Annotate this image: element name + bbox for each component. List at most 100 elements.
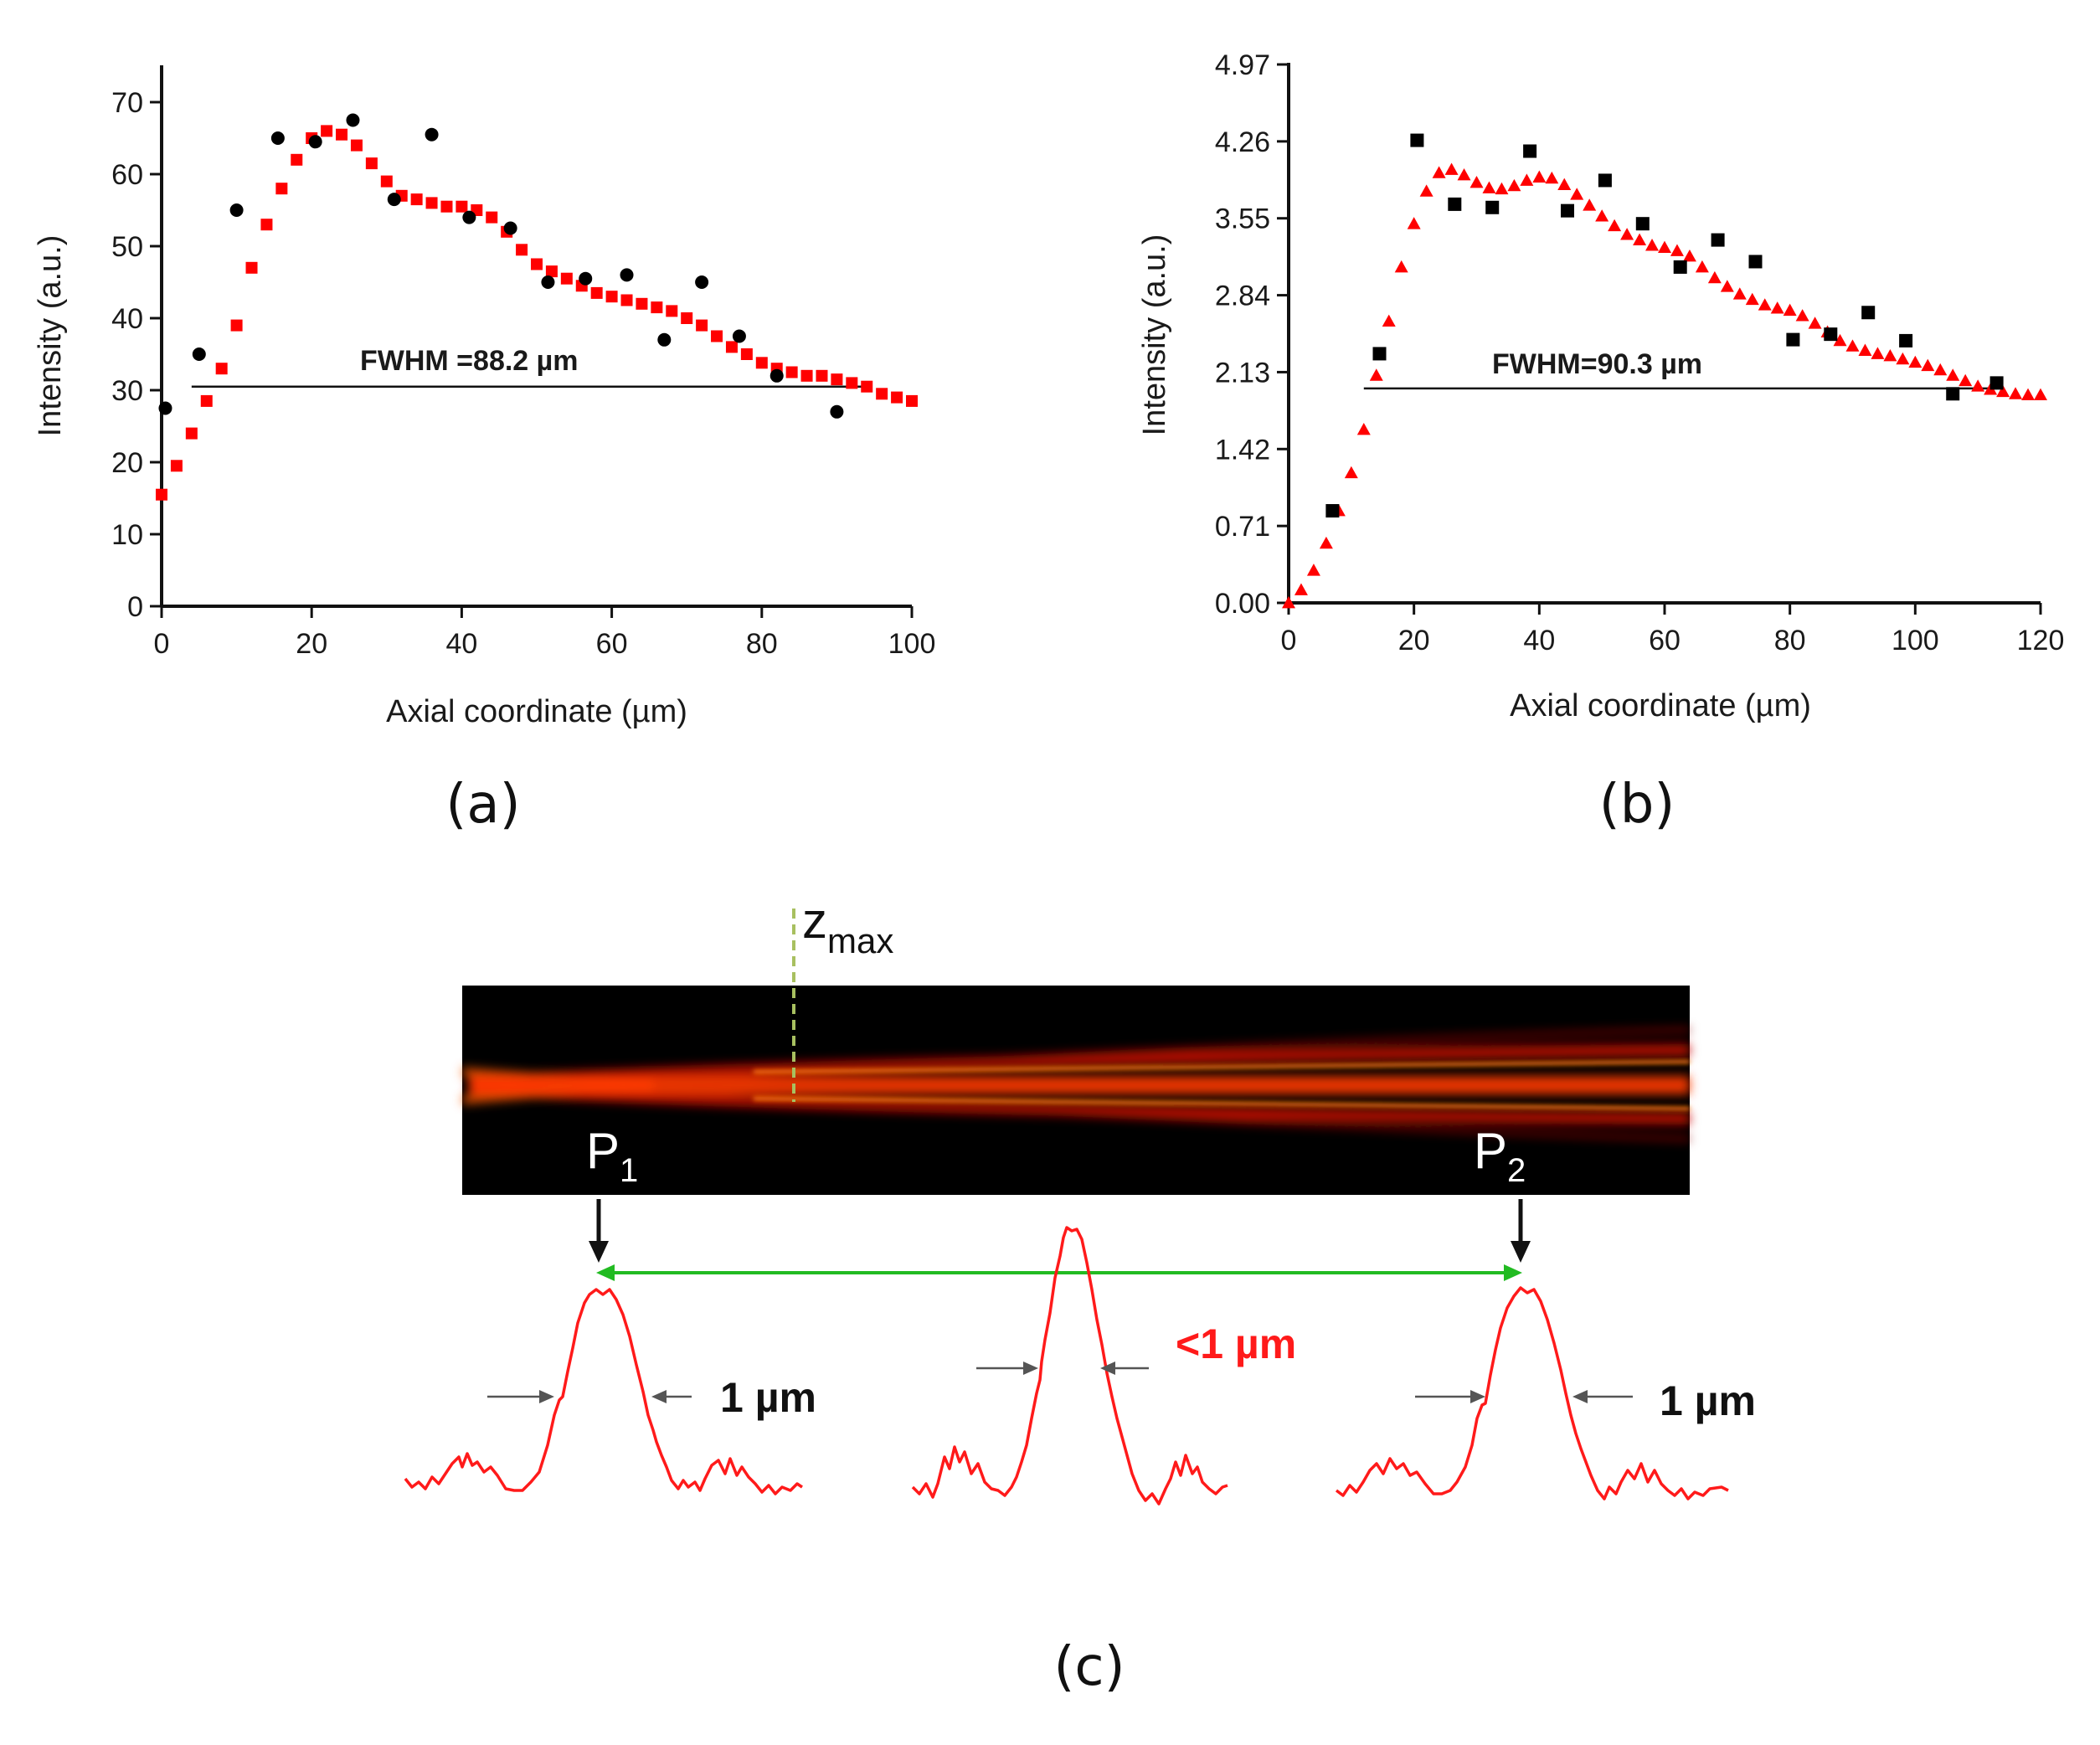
chart-a-x-axis-title: Axial coordinate (µm) — [386, 694, 687, 729]
chart-b-simulated-point — [1883, 349, 1897, 362]
chart-b-simulated-point — [1444, 162, 1459, 175]
chart-b-simulated-point — [1808, 317, 1822, 329]
chart-a-measured-point — [270, 131, 285, 145]
chart-a-simulated-point — [321, 125, 333, 137]
chart-a-simulated-point — [785, 366, 798, 378]
chart-b-simulated-point — [1896, 352, 1910, 365]
chart-b-simulated-point — [1294, 583, 1308, 595]
chart-a-simulated-point — [440, 200, 453, 213]
width-marker-center — [976, 1362, 1149, 1375]
chart-a-simulated-point — [200, 394, 213, 407]
chart-b-measured-point — [1824, 327, 1838, 342]
chart-a-simulated-point — [456, 200, 468, 213]
panel-c: zmax P1 P2 1 µm — [404, 893, 1756, 1698]
chart-b-simulated-point — [1532, 170, 1547, 183]
chart-a-simulated-point — [260, 219, 273, 231]
chart-b-measured-point — [1523, 144, 1537, 158]
chart-a-simulated-point — [725, 341, 738, 353]
chart-a-measured-point — [346, 113, 360, 127]
chart-b-measured-point — [1899, 333, 1913, 347]
chart-b-simulated-point — [1783, 303, 1797, 317]
chart-a-simulated-point — [516, 244, 528, 256]
chart-b-y-tick-label: 1.42 — [1215, 434, 1270, 466]
chart-b-measured-point — [1786, 332, 1800, 347]
chart-b-y-tick-label: 2.84 — [1215, 281, 1270, 312]
chart-a-measured-point — [192, 347, 206, 361]
chart-a-measured-point — [308, 135, 322, 149]
chart-b-simulated-point — [1795, 309, 1809, 322]
chart-b-x-tick-label: 100 — [1892, 625, 1939, 656]
chart-a-y-ticks: 0 10 20 30 40 50 60 70 — [111, 87, 162, 623]
chart-b-x-axis-title: Axial coordinate (µm) — [1510, 688, 1811, 723]
chart-a-panel-label: (a) — [445, 774, 520, 836]
chart-a-simulated-point — [425, 197, 438, 209]
chart-b-measured-point — [1410, 133, 1424, 147]
width-label-center: <1 µm — [1176, 1320, 1296, 1367]
chart-b-measured-point — [1748, 255, 1763, 269]
chart-b-y-tick-label: 4.97 — [1215, 49, 1270, 81]
width-marker-right — [1415, 1390, 1633, 1403]
chart-b-measured-point — [1372, 347, 1387, 361]
chart-b-simulated-point — [1495, 182, 1509, 195]
chart-a-simulated-point — [861, 380, 873, 393]
chart-a-simulated-point — [816, 369, 828, 382]
chart-b-simulated-point — [1858, 343, 1872, 356]
chart-b-simulated-point — [1845, 339, 1860, 352]
width-marker-left — [487, 1390, 692, 1403]
chart-b-x-ticks: 0 20 40 60 80 100 120 — [1281, 603, 2064, 656]
chart-a-simulated-point — [651, 301, 663, 314]
chart-b-simulated-point — [1682, 249, 1696, 262]
chart-a-x-tick-label: 100 — [888, 628, 936, 660]
chart-b-y-tick-label: 4.26 — [1215, 126, 1270, 158]
chart-a-simulated-point — [891, 391, 903, 404]
chart-b-simulated-point — [1758, 298, 1772, 311]
chart-a-measured-point — [229, 203, 244, 217]
chart-a-y-tick-label: 20 — [111, 447, 143, 479]
chart-b-x-tick-label: 40 — [1523, 625, 1555, 656]
chart-b-simulated-point — [1658, 240, 1671, 254]
chart-a-simulated-point — [636, 297, 648, 310]
chart-a-simulated-point — [711, 330, 723, 342]
profile-left — [404, 1288, 803, 1495]
chart-b-y-tick-label: 0.00 — [1215, 588, 1270, 620]
chart-a-simulated-point — [380, 175, 393, 188]
chart-a-measured-point — [695, 275, 709, 289]
chart-b-simulated-point — [1645, 239, 1660, 251]
chart-a-simulated-point — [350, 139, 363, 152]
chart-b-simulated-point — [1407, 217, 1421, 229]
chart-b-simulated-point — [1720, 280, 1734, 292]
chart-a-simulated-point — [365, 157, 378, 170]
chart-b-simulated-point — [1507, 178, 1521, 192]
chart-a-y-tick-label: 30 — [111, 375, 143, 407]
zmax-label: zmax — [802, 893, 893, 960]
chart-a-simulated-point — [605, 291, 618, 303]
chart-b-simulated-point — [1369, 368, 1383, 381]
chart-b-simulated-point — [1382, 314, 1396, 327]
chart-a-y-tick-label: 60 — [111, 159, 143, 191]
chart-b-simulated-point — [1695, 260, 1709, 273]
chart-b-measured-point — [1485, 200, 1500, 214]
chart-a-measured-point — [620, 268, 634, 282]
chart-a-simulated-point — [410, 193, 423, 206]
chart-b-simulated-point — [1908, 355, 1922, 368]
chart-b-simulated-point — [1670, 244, 1684, 256]
chart-b-measured-point — [1861, 306, 1876, 320]
chart-b-fwhm-label: FWHM=90.3 µm — [1492, 348, 1702, 380]
chart-b-y-ticks: 0.00 0.71 1.42 2.13 2.84 3.55 4.26 4.97 — [1215, 49, 1289, 620]
chart-a-y-tick-label: 50 — [111, 231, 143, 263]
chart-a-simulated-point — [846, 377, 858, 389]
chart-b-simulated-point — [1319, 536, 1333, 549]
chart-a-simulated-point — [545, 265, 558, 278]
chart-a-simulated-point — [620, 294, 633, 306]
chart-a-fwhm-label: FWHM =88.2 µm — [360, 345, 578, 377]
chart-b-simulated-point — [1482, 181, 1496, 193]
chart-a-simulated-point — [531, 258, 543, 270]
chart-b: 0.00 0.71 1.42 2.13 2.84 3.55 4.26 4.97 0 20 40 60… — [1137, 49, 2064, 836]
chart-a-measured-point — [732, 329, 746, 343]
chart-b-simulated-point — [1557, 178, 1572, 191]
chart-b-y-tick-label: 2.13 — [1215, 357, 1270, 389]
chart-a-simulated-point — [681, 312, 693, 324]
chart-a-simulated-point — [245, 261, 258, 274]
chart-a-simulated-point — [560, 272, 573, 285]
